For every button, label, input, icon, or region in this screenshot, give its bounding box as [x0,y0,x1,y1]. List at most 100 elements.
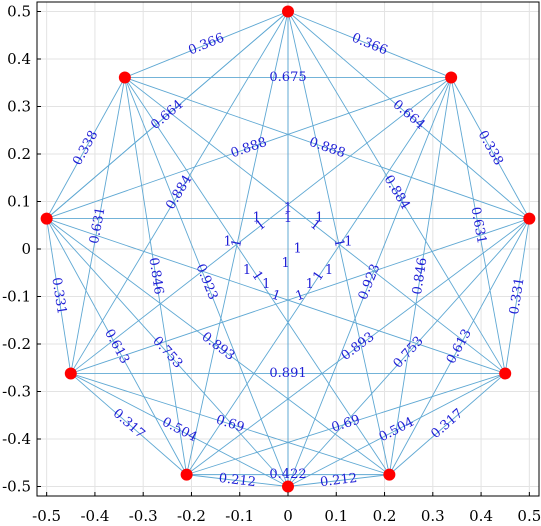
y-axis-ticks: -0.5 -0.4 -0.3 -0.2 -0.1 0 0.1 0.2 0.3 0.4 0.5 [2,3,41,496]
edge-line [70,77,126,374]
center-edge-label: 1 [315,211,323,226]
center-edge-label: 1 [252,211,260,226]
edge-line [124,77,530,220]
center-edge-label: 1 [281,256,289,271]
y-tick-label: 0.1 [7,193,31,211]
edge-label: 0.504 [159,415,199,445]
edge-label: 0.504 [377,415,417,445]
edge-label: 0.212 [319,471,358,490]
center-edge-label: 1 [344,234,352,249]
y-tick-label: -0.2 [2,335,31,353]
edge-line [388,77,452,475]
x-tick-label: -0.2 [177,507,206,525]
edge-label: 0.317 [110,406,148,442]
edge-line [70,373,187,475]
edge-line [186,11,289,475]
y-tick-label: 0.4 [7,50,31,68]
y-tick-label: -0.3 [2,383,31,401]
graph-node [383,468,396,481]
edge-line [46,218,289,487]
center-edge-label: 1 [262,277,270,292]
x-tick-label: 0 [283,507,293,525]
edge-label: 0.331 [507,276,528,315]
edge-line [46,77,126,219]
center-edge-label: 1 [284,201,292,216]
x-tick-label: 0.3 [421,507,445,525]
nodes [40,5,536,493]
edge-label: 0.888 [229,135,269,161]
edge-label: 0.753 [149,334,185,372]
edge-line [124,77,506,374]
edge-label: 0.366 [350,31,390,59]
edges [46,11,530,487]
center-edge-label: 1 [306,277,314,292]
edge-line [389,373,506,475]
edge-line [287,11,452,78]
y-tick-label: -0.4 [2,430,31,448]
edge-label: 0.664 [148,97,186,133]
edge-line [186,474,289,487]
edge-label: 0.753 [391,334,427,372]
graph-node [523,212,536,225]
edge-label: 0.884 [381,173,413,213]
x-tick-label: 0.5 [517,507,541,525]
edge-line [287,218,530,487]
edge-line [124,11,289,78]
x-tick-label: -0.4 [80,507,109,525]
edge-label: 0.846 [410,257,431,296]
edge-label: 0.631 [467,206,488,245]
edge-label: 0.317 [428,406,466,442]
edge-line [287,77,452,487]
edge-line [186,77,452,475]
edge-line [287,373,506,487]
y-tick-label: 0.3 [7,98,31,116]
edge-label: 0.675 [269,70,306,85]
edge-label: 0.69 [214,413,246,436]
edge-line [46,77,452,220]
edge-label: 0.69 [330,413,362,436]
edge-line [70,77,452,374]
edge-label: 0.338 [475,128,506,168]
edge-label: 1 [331,237,347,248]
graph-node [445,71,458,84]
edge-line [46,218,506,374]
y-tick-label: 0.2 [7,145,31,163]
edge-label: 0.631 [87,206,108,245]
graph-node [499,367,512,380]
graph-node [282,5,294,18]
edge-line [450,77,506,374]
x-tick-label: -0.5 [32,507,61,525]
edge-line [287,11,506,374]
y-tick-label: -0.5 [2,478,31,496]
x-tick-label: 0.4 [469,507,493,525]
edge-line [70,373,390,476]
edge-line [70,11,289,374]
y-tick-label: 0.5 [7,3,31,21]
edge-line [388,218,530,475]
edge-line [287,11,390,475]
x-tick-label: -0.3 [129,507,158,525]
y-tick-label: 0 [21,240,31,258]
edge-line [46,218,390,475]
edge-line [70,218,530,374]
edge-label: 0.891 [269,366,306,381]
edge-label: 0.888 [307,135,347,161]
edge-line [186,218,530,475]
edge-line [124,77,390,475]
graph-node [180,468,193,481]
graph-node [282,480,294,493]
edge-line [186,373,506,476]
edge-line [124,77,188,475]
center-edge-label: 1 [325,263,333,278]
y-tick-label: -0.1 [2,288,31,306]
edge-line [46,11,289,219]
edge-label: 0.331 [48,276,69,315]
center-edge-label: 1 [294,242,302,257]
edge-line [504,218,530,374]
edge-line [287,474,390,487]
edge-line [70,373,289,487]
x-tick-label: 0.1 [324,507,348,525]
edge-label: 1 [229,237,245,248]
edge-label: 1 [284,211,292,226]
